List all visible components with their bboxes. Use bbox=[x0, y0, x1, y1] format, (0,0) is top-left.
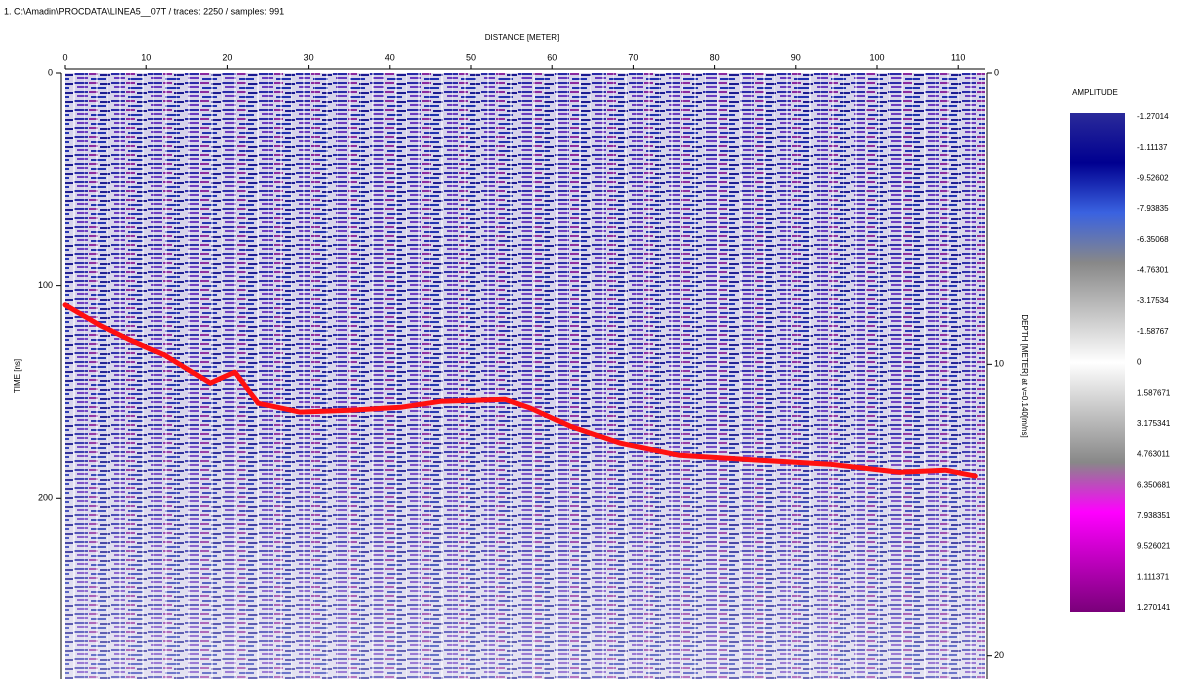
colorbar-label: -1.58767 bbox=[1137, 327, 1169, 336]
colorbar-label: 6.350681 bbox=[1137, 480, 1171, 489]
y-tick-label: 100 bbox=[38, 280, 53, 290]
colorbar bbox=[1070, 113, 1125, 612]
x-tick-label: 110 bbox=[951, 52, 965, 62]
colorbar-label: -3.17534 bbox=[1137, 296, 1169, 305]
colorbar-label: 1.270141 bbox=[1137, 603, 1171, 612]
picked-horizon bbox=[62, 302, 978, 479]
y-tick-label: 0 bbox=[48, 67, 53, 77]
colorbar-label: 0 bbox=[1137, 358, 1142, 367]
colorbar-label: -9.52602 bbox=[1137, 173, 1169, 182]
x-axis-label: DISTANCE [METER] bbox=[485, 33, 560, 42]
colorbar-label: -1.27014 bbox=[1137, 112, 1169, 121]
y-tick-label: 200 bbox=[38, 493, 53, 503]
colorbar-label: 4.763011 bbox=[1137, 450, 1170, 459]
x-tick-label: 80 bbox=[710, 52, 720, 62]
x-tick-label: 20 bbox=[222, 52, 232, 62]
x-tick-label: 90 bbox=[791, 52, 801, 62]
colorbar-label: -6.35068 bbox=[1137, 235, 1169, 244]
colorbar-title: AMPLITUDE bbox=[1072, 88, 1118, 97]
y-axis-label: TIME [ns] bbox=[13, 359, 22, 393]
colorbar-label: 1.111371 bbox=[1137, 572, 1170, 581]
colorbar-label: 3.175341 bbox=[1137, 419, 1171, 428]
colorbar-label: 1.587671 bbox=[1137, 388, 1171, 397]
colorbar-label: -7.93835 bbox=[1137, 204, 1169, 213]
y2-tick-label: 20 bbox=[994, 650, 1004, 660]
x-tick-label: 0 bbox=[62, 52, 67, 62]
colorbar-label: -1.11137 bbox=[1137, 143, 1168, 152]
file-title: 1. C:\Amadin\PROCDATA\LINEA5__07T / trac… bbox=[4, 6, 284, 16]
y2-tick-label: 10 bbox=[994, 359, 1004, 369]
x-tick-label: 50 bbox=[466, 52, 476, 62]
x-tick-label: 100 bbox=[869, 52, 884, 62]
radargram bbox=[65, 73, 985, 679]
colorbar-label: -4.76301 bbox=[1137, 266, 1169, 275]
x-tick-label: 10 bbox=[141, 52, 151, 62]
colorbar-label: 7.938351 bbox=[1137, 511, 1171, 520]
x-tick-label: 70 bbox=[628, 52, 638, 62]
x-tick-label: 60 bbox=[547, 52, 557, 62]
x-tick-label: 30 bbox=[304, 52, 314, 62]
x-tick-label: 40 bbox=[385, 52, 395, 62]
colorbar-label: 9.526021 bbox=[1137, 542, 1171, 551]
depth-fade bbox=[65, 73, 985, 679]
y2-tick-label: 0 bbox=[994, 67, 999, 77]
y2-axis-label: DEPTH [METER] at v=0.140[m/ns] bbox=[1020, 314, 1029, 437]
